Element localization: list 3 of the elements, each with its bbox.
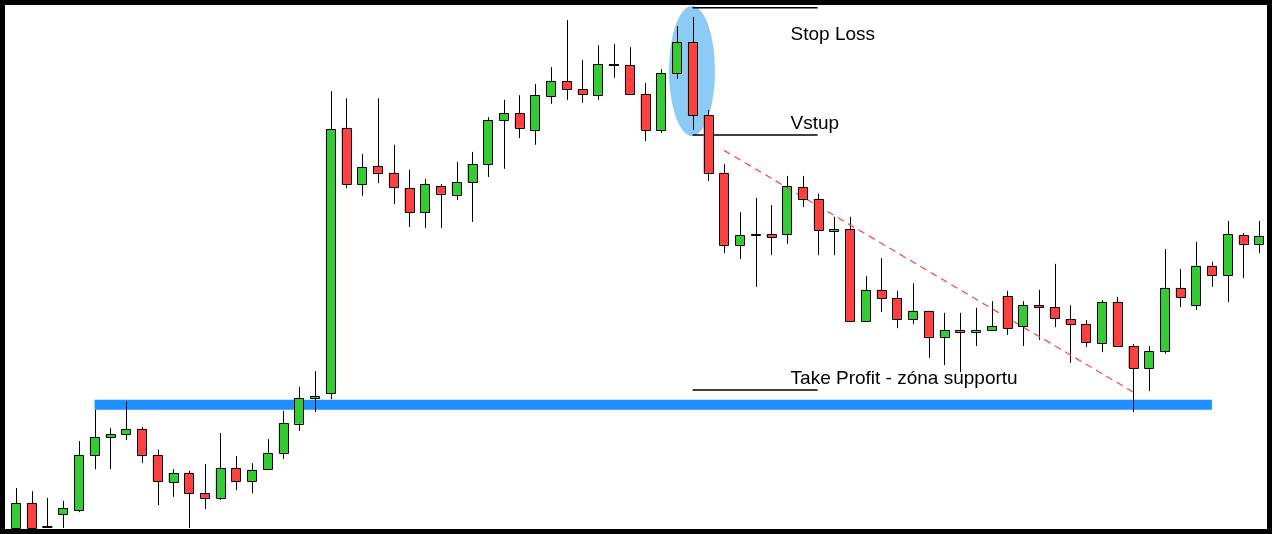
- ref-line-label: Vstup: [790, 112, 840, 134]
- ref-line-label: Stop Loss: [790, 22, 876, 44]
- ref-line-label: Take Profit - zóna supportu: [790, 367, 1018, 389]
